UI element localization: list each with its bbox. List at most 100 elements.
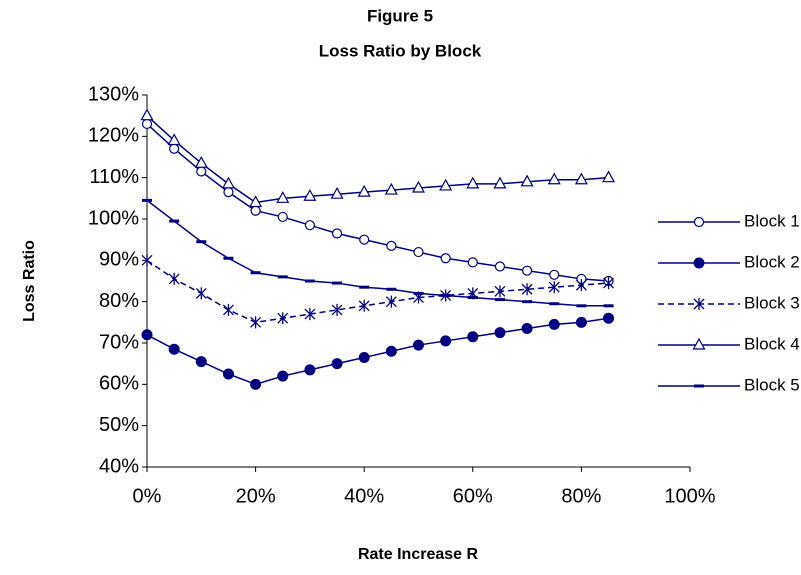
- marker: [331, 303, 343, 316]
- marker: [494, 261, 506, 272]
- marker: [167, 133, 181, 146]
- y-tick-label: 130%: [88, 83, 139, 105]
- x-tick-label: 20%: [236, 485, 276, 507]
- marker: [493, 176, 507, 189]
- marker: [467, 331, 479, 343]
- marker: [359, 234, 370, 245]
- marker: [521, 265, 533, 276]
- marker: [331, 358, 343, 370]
- marker: [411, 180, 426, 193]
- marker: [440, 253, 451, 264]
- marker: [358, 299, 370, 312]
- marker: [440, 293, 451, 297]
- marker: [466, 176, 480, 189]
- marker: [331, 228, 343, 239]
- marker: [439, 178, 453, 191]
- marker: [549, 302, 560, 306]
- y-tick-label: 90%: [99, 249, 139, 271]
- marker: [522, 300, 533, 304]
- y-axis-title: Loss Ratio: [21, 240, 38, 322]
- marker: [547, 172, 561, 185]
- marker: [413, 339, 424, 351]
- marker: [250, 316, 262, 329]
- marker: [196, 240, 207, 244]
- marker: [304, 220, 315, 231]
- marker: [603, 277, 615, 290]
- marker: [141, 329, 153, 341]
- legend-label: Block 4: [744, 334, 800, 353]
- marker: [494, 298, 505, 302]
- marker: [575, 279, 587, 292]
- y-tick-label: 110%: [89, 166, 139, 188]
- chart-title: Figure 5: [367, 6, 433, 25]
- legend-label: Block 3: [744, 293, 800, 312]
- marker: [548, 318, 560, 330]
- marker: [250, 378, 262, 390]
- marker: [250, 271, 261, 275]
- marker: [194, 155, 208, 168]
- marker: [549, 269, 560, 280]
- marker: [603, 312, 615, 324]
- marker: [223, 256, 234, 260]
- marker: [413, 246, 424, 258]
- marker: [195, 356, 207, 368]
- marker: [330, 186, 344, 199]
- marker: [359, 285, 370, 289]
- x-tick-label: 80%: [561, 485, 601, 507]
- marker: [693, 298, 705, 310]
- marker: [693, 257, 705, 269]
- marker: [196, 166, 207, 177]
- marker: [467, 296, 478, 300]
- marker: [277, 370, 289, 382]
- marker: [222, 368, 234, 380]
- marker: [168, 272, 180, 285]
- marker: [520, 174, 534, 187]
- marker: [357, 184, 371, 197]
- marker: [169, 219, 180, 223]
- x-tick-label: 40%: [344, 485, 384, 507]
- marker: [223, 187, 234, 198]
- marker: [576, 304, 587, 308]
- marker: [304, 279, 315, 283]
- marker: [385, 295, 397, 308]
- marker: [140, 108, 154, 121]
- marker: [575, 316, 587, 328]
- marker: [277, 211, 288, 223]
- marker: [304, 308, 316, 321]
- series-line: [146, 199, 609, 307]
- marker: [221, 176, 235, 189]
- y-tick-label: 100%: [88, 207, 139, 229]
- marker: [195, 287, 207, 300]
- marker: [385, 345, 397, 357]
- y-tick-label: 70%: [99, 331, 139, 353]
- y-tick-label: 60%: [99, 373, 139, 395]
- x-tick-label: 60%: [453, 485, 493, 507]
- marker: [277, 312, 289, 325]
- chart-subtitle: Loss Ratio by Block: [319, 41, 482, 60]
- y-tick-label: 50%: [99, 414, 139, 436]
- x-tick-label: 100%: [664, 485, 715, 507]
- marker: [304, 364, 316, 376]
- marker: [332, 281, 343, 285]
- marker: [694, 384, 704, 388]
- marker: [467, 257, 478, 268]
- marker: [548, 281, 560, 294]
- marker: [413, 291, 424, 295]
- marker: [168, 343, 180, 355]
- marker: [303, 189, 317, 201]
- marker: [141, 254, 153, 267]
- marker: [384, 182, 398, 195]
- series-line: [146, 259, 609, 324]
- marker: [602, 170, 616, 183]
- marker: [386, 240, 397, 251]
- marker: [277, 275, 288, 279]
- marker: [358, 351, 370, 363]
- y-tick-label: 40%: [99, 455, 139, 477]
- marker: [440, 335, 452, 347]
- legend-label: Block 2: [744, 252, 800, 271]
- marker: [222, 303, 234, 316]
- series-line: [146, 123, 609, 282]
- series-line: [146, 317, 609, 386]
- marker: [249, 195, 263, 208]
- marker: [521, 283, 533, 296]
